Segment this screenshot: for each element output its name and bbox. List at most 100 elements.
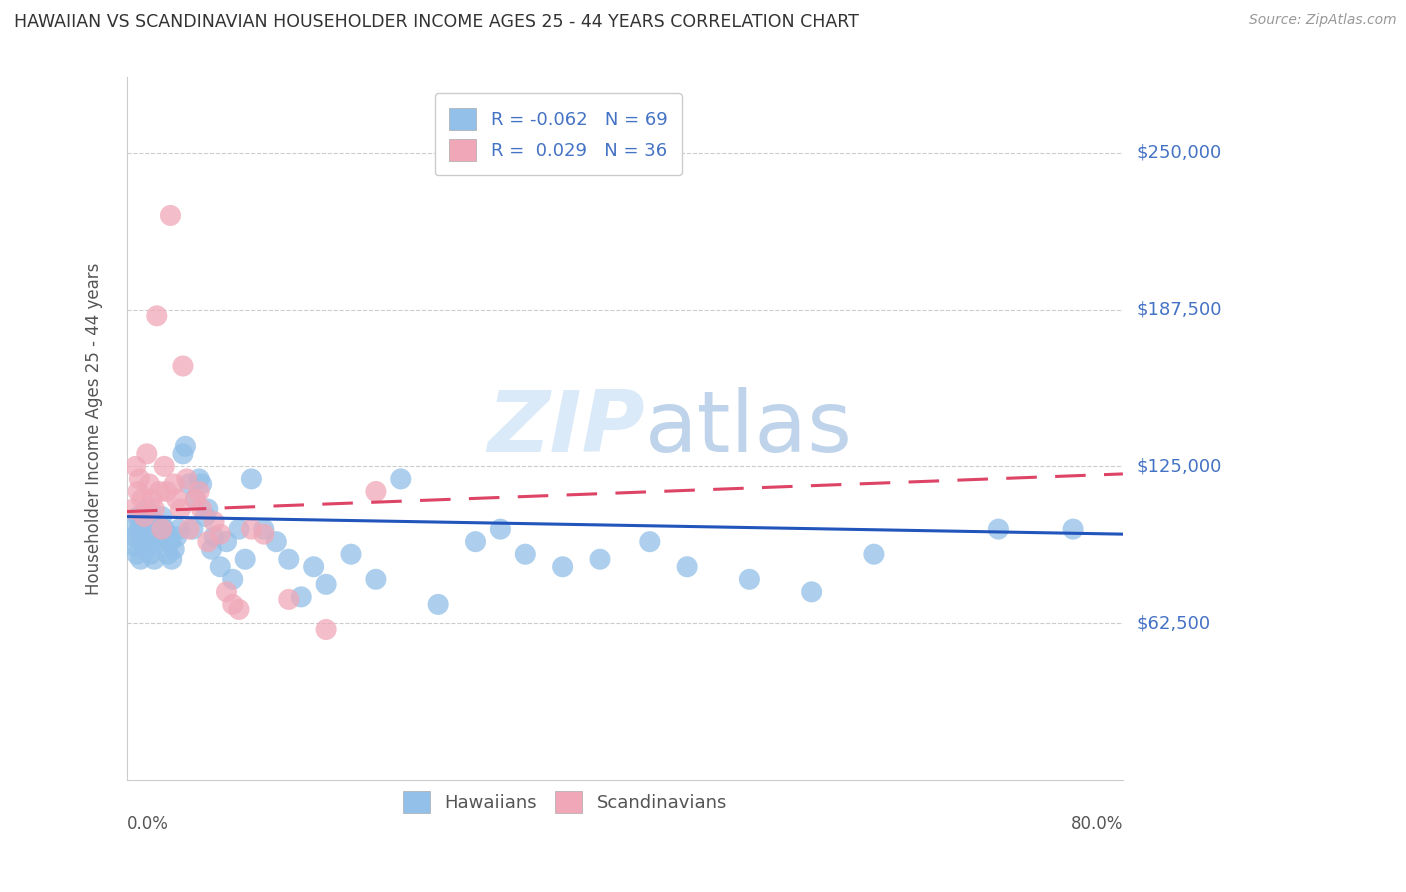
Point [197,534,219,549]
Point [160,552,183,566]
Point [121,522,143,536]
Text: Source: ZipAtlas.com: Source: ZipAtlas.com [1249,13,1396,28]
Point [135,542,157,557]
Point [129,552,152,566]
Point [215,534,238,549]
Point [253,522,276,536]
Point [139,547,162,561]
Point [589,552,612,566]
Point [253,527,276,541]
Text: 80.0%: 80.0% [1070,815,1123,833]
Point [131,491,153,506]
Point [143,502,166,516]
Point [156,527,179,541]
Point [146,309,169,323]
Point [222,572,245,586]
Point [188,484,211,499]
Point [364,572,387,586]
Point [159,534,181,549]
Point [863,547,886,561]
Point [150,522,173,536]
Point [172,359,194,373]
Point [176,472,198,486]
Point [150,509,173,524]
Point [122,502,145,516]
Point [209,559,232,574]
Point [156,484,179,499]
Point [156,547,179,561]
Point [142,515,165,529]
Point [166,530,188,544]
Text: atlas: atlas [645,387,853,470]
Point [515,547,537,561]
Text: HAWAIIAN VS SCANDINAVIAN HOUSEHOLDER INCOME AGES 25 - 44 YEARS CORRELATION CHART: HAWAIIAN VS SCANDINAVIAN HOUSEHOLDER INC… [14,13,859,31]
Point [141,491,163,506]
Point [222,598,245,612]
Point [240,522,263,536]
Point [200,542,222,557]
Point [277,592,299,607]
Point [127,484,149,499]
Point [135,502,157,516]
Point [315,577,337,591]
Point [132,517,155,532]
Point [145,530,167,544]
Point [190,502,212,516]
Point [233,552,256,566]
Point [240,472,263,486]
Point [124,530,146,544]
Point [174,439,197,453]
Point [184,491,207,506]
Point [228,602,250,616]
Point [188,472,211,486]
Point [148,484,170,499]
Point [364,484,387,499]
Point [172,447,194,461]
Point [551,559,574,574]
Point [167,522,190,536]
Point [197,502,219,516]
Point [181,522,204,536]
Point [315,623,337,637]
Point [134,509,156,524]
Point [124,459,146,474]
Point [141,534,163,549]
Text: 0.0%: 0.0% [127,815,169,833]
Point [128,472,150,486]
Legend: Hawaiians, Scandinavians: Hawaiians, Scandinavians [396,784,734,821]
Point [800,585,823,599]
Text: $250,000: $250,000 [1137,144,1222,161]
Point [194,509,217,524]
Y-axis label: Householder Income Ages 25 - 44 years: Householder Income Ages 25 - 44 years [86,262,103,595]
Text: $125,000: $125,000 [1137,458,1222,475]
Point [676,559,699,574]
Point [290,590,312,604]
Point [163,542,186,557]
Point [184,491,207,506]
Point [427,598,450,612]
Point [138,522,160,536]
Point [125,547,148,561]
Point [169,502,191,516]
Point [136,534,159,549]
Point [277,552,299,566]
Point [190,477,212,491]
Point [302,559,325,574]
Point [987,522,1010,536]
Point [266,534,288,549]
Point [128,522,150,536]
Point [134,530,156,544]
Text: $187,500: $187,500 [1137,301,1222,318]
Point [389,472,412,486]
Point [464,534,486,549]
Point [124,540,146,554]
Point [163,477,186,491]
Point [166,491,188,506]
Point [738,572,761,586]
Point [202,515,225,529]
Point [159,209,181,223]
Point [127,509,149,524]
Point [135,447,157,461]
Point [131,534,153,549]
Text: $62,500: $62,500 [1137,615,1211,632]
